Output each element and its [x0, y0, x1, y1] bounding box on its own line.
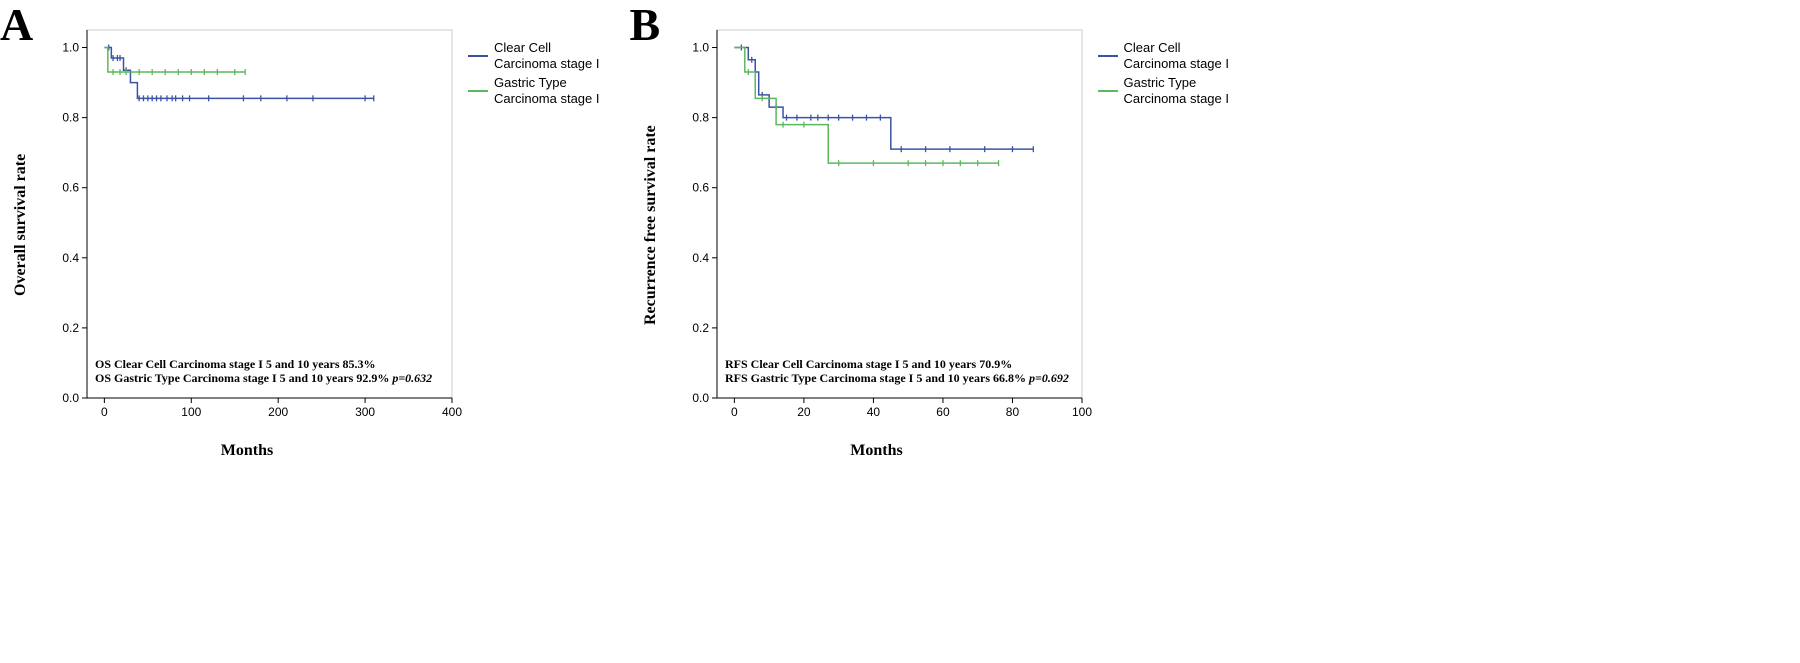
legend-label: Gastric TypeCarcinoma stage I [494, 75, 600, 108]
svg-text:RFS Clear Cell Carcinoma stage: RFS Clear Cell Carcinoma stage I 5 and 1… [725, 357, 1012, 371]
legend-label: Clear CellCarcinoma stage I [494, 40, 600, 73]
svg-text:0.4: 0.4 [62, 251, 79, 265]
svg-text:OS Gastric Type Carcinoma stag: OS Gastric Type Carcinoma stage I 5 and … [95, 371, 432, 385]
svg-text:0.2: 0.2 [692, 321, 709, 335]
km-plot: 0 100 200 300 400 0.0 0.2 0.4 0.6 0.8 1.0 OS Clear … [32, 10, 462, 440]
svg-text:200: 200 [268, 405, 288, 419]
svg-text:0.4: 0.4 [692, 251, 709, 265]
svg-text:100: 100 [1071, 405, 1091, 419]
legend-swatch [1098, 90, 1118, 92]
svg-text:1.0: 1.0 [692, 41, 709, 55]
svg-text:300: 300 [355, 405, 375, 419]
legend-label: Clear CellCarcinoma stage I [1124, 40, 1230, 73]
svg-text:0.6: 0.6 [62, 181, 79, 195]
y-axis-label: Recurrence free survival rate [640, 10, 662, 440]
y-axis-label: Overall survival rate [10, 10, 32, 440]
legend: Clear CellCarcinoma stage IGastric TypeC… [1092, 10, 1230, 109]
svg-text:0.0: 0.0 [62, 391, 79, 405]
x-axis-label: Months [850, 442, 902, 460]
svg-text:0: 0 [731, 405, 738, 419]
svg-text:0.2: 0.2 [62, 321, 79, 335]
legend-swatch [468, 55, 488, 57]
km-curve [104, 48, 373, 99]
svg-text:OS Clear Cell Carcinoma stage: OS Clear Cell Carcinoma stage I 5 and 10… [95, 357, 376, 371]
km-plot: 0 20 40 60 80 100 0.0 0.2 0.4 0.6 0.8 1.0 RFS Clear … [662, 10, 1092, 440]
legend-swatch [468, 90, 488, 92]
svg-text:0.8: 0.8 [62, 111, 79, 125]
svg-text:400: 400 [442, 405, 462, 419]
legend-swatch [1098, 55, 1118, 57]
svg-text:20: 20 [797, 405, 811, 419]
svg-text:100: 100 [181, 405, 201, 419]
svg-text:80: 80 [1005, 405, 1019, 419]
svg-text:0.0: 0.0 [692, 391, 709, 405]
km-curve [734, 48, 1033, 150]
km-curve [734, 48, 998, 164]
svg-text:0.8: 0.8 [692, 111, 709, 125]
svg-text:0: 0 [101, 405, 108, 419]
svg-text:1.0: 1.0 [62, 41, 79, 55]
x-axis-label: Months [221, 442, 273, 460]
svg-text:RFS Gastric Type Carcinoma sta: RFS Gastric Type Carcinoma stage I 5 and… [725, 371, 1069, 385]
legend: Clear CellCarcinoma stage IGastric TypeC… [462, 10, 600, 109]
svg-text:0.6: 0.6 [692, 181, 709, 195]
svg-text:40: 40 [866, 405, 880, 419]
legend-label: Gastric TypeCarcinoma stage I [1124, 75, 1230, 108]
svg-text:60: 60 [936, 405, 950, 419]
